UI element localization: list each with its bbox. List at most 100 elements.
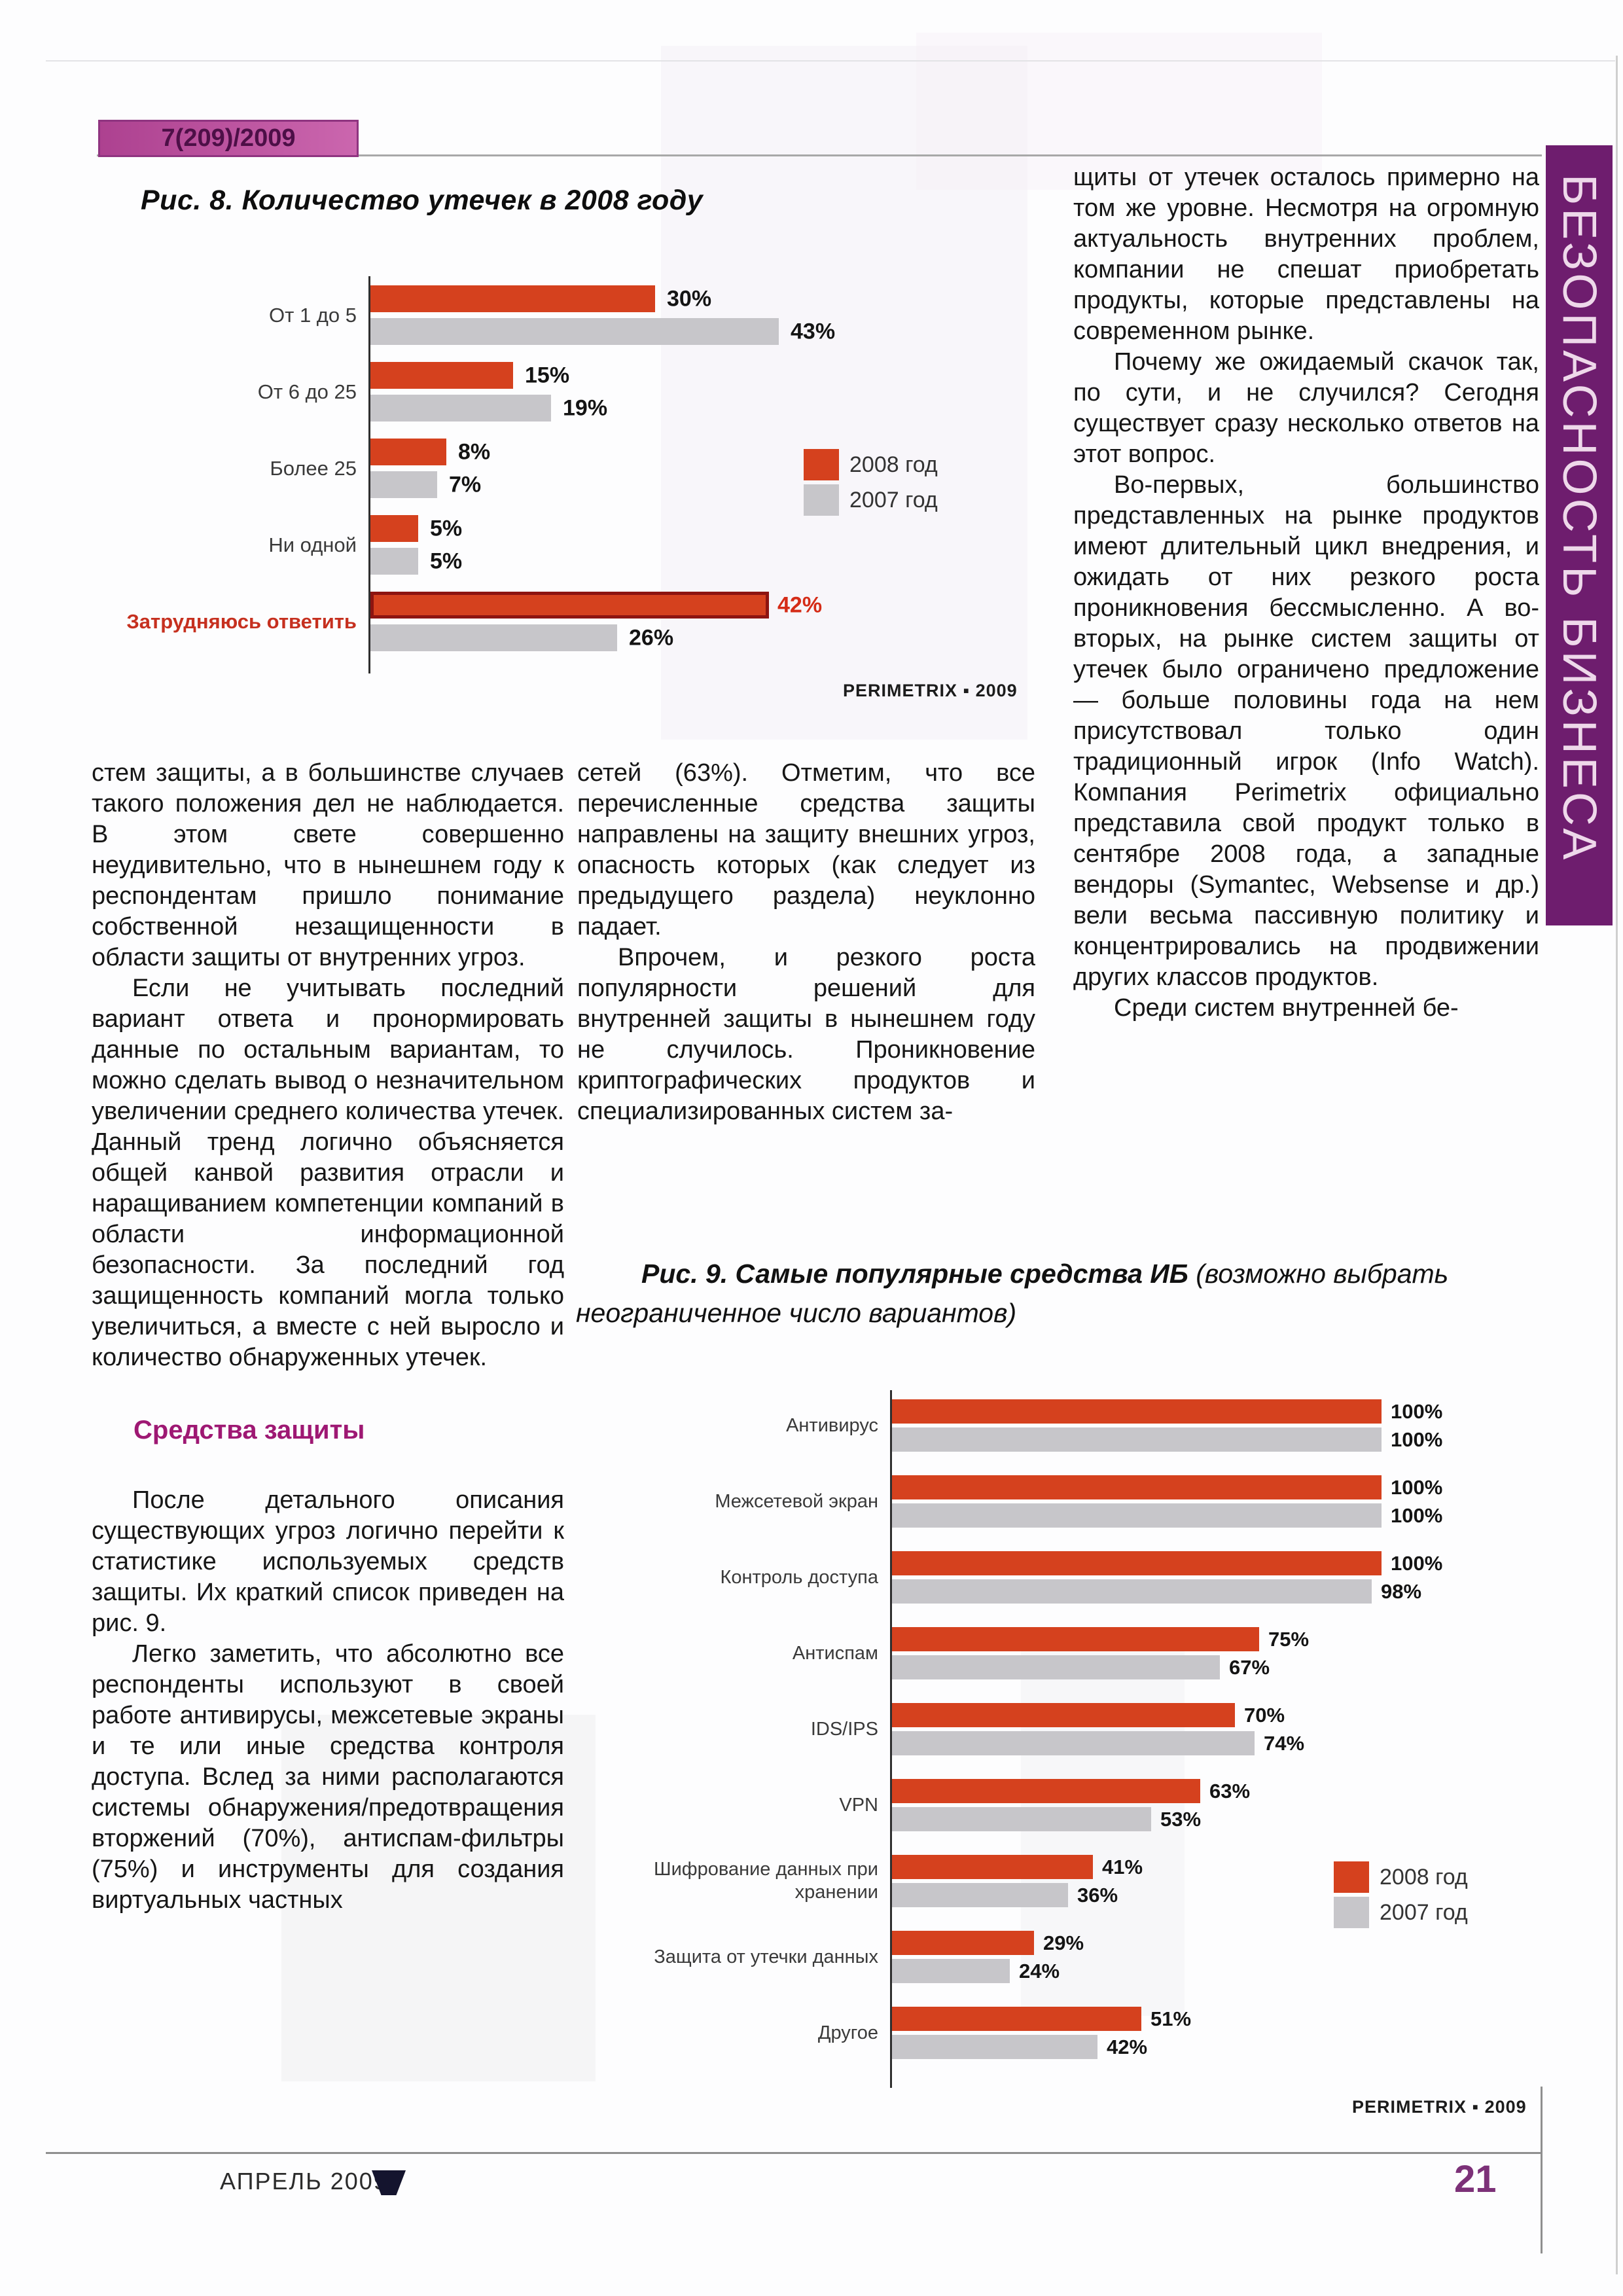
bar-2007 год: 36%: [892, 1883, 1118, 1907]
chart-row: VPN 63% 53%: [582, 1779, 1610, 1831]
legend-swatch-2007: [1334, 1897, 1369, 1928]
category-label: От 1 до 5: [269, 303, 357, 327]
legend-label-2008: 2008 год: [849, 452, 938, 477]
value-label: 100%: [1391, 1427, 1443, 1451]
fig9-source: PERIMETRIX ▪ 2009: [1352, 2097, 1527, 2117]
category-label: VPN: [839, 1794, 878, 1816]
chart-row: От 6 до 25 15% 19%: [92, 362, 1086, 422]
legend-label-2007: 2007 год: [849, 487, 938, 512]
bar-2007 год: 43%: [370, 318, 835, 345]
paragraph: стем защиты, а в большинстве случаев так…: [92, 759, 564, 971]
bar-2008 год: 5%: [370, 515, 462, 542]
column-middle: сетей (63%). Отметим, что все перечислен…: [577, 758, 1035, 1127]
bar-2007 год: 100%: [892, 1427, 1442, 1452]
bar-2008 год: 100%: [892, 1551, 1442, 1575]
fig9-title-main: Рис. 9. Самые популярные средства ИБ: [641, 1259, 1188, 1289]
fig8-legend: 2008 год 2007 год: [804, 449, 938, 520]
bar-group: 75% 67%: [892, 1627, 1309, 1679]
bar-group: 15% 19%: [370, 362, 607, 422]
bar-2008 год: 8%: [370, 439, 490, 465]
value-label: 30%: [667, 286, 712, 311]
bar-2008 год: 100%: [892, 1475, 1442, 1499]
bar-group: 29% 24%: [892, 1931, 1084, 1983]
value-label: 98%: [1381, 1579, 1422, 1603]
chart-row: Антиспам 75% 67%: [582, 1627, 1610, 1679]
value-label: 100%: [1391, 1503, 1443, 1527]
value-label: 53%: [1160, 1807, 1202, 1831]
value-label: 41%: [1102, 1855, 1143, 1878]
legend-swatch-2007: [804, 484, 839, 516]
bar-2008 год: 30%: [370, 285, 711, 312]
value-label: 100%: [1391, 1551, 1443, 1575]
footer-issue-date: АПРЕЛЬ 2009: [220, 2168, 388, 2195]
value-label: 42%: [777, 592, 823, 617]
bar-2007 год: 24%: [892, 1959, 1060, 1983]
bar-2007 год: 42%: [892, 2035, 1147, 2059]
bar-group: 30% 43%: [370, 285, 835, 345]
category-label: Антивирус: [786, 1414, 878, 1436]
bar-group: 100% 100%: [892, 1475, 1442, 1528]
legend-row-2007: 2007 год: [804, 484, 938, 516]
value-label: 63%: [1209, 1779, 1251, 1803]
bar-group: 41% 36%: [892, 1855, 1143, 1907]
bar-group: 100% 100%: [892, 1399, 1442, 1452]
chart-row: Шифрование данных при хранении 41% 36%: [582, 1855, 1610, 1907]
chart-row: Антивирус 100% 100%: [582, 1399, 1610, 1452]
fig9-legend: 2008 год 2007 год: [1334, 1861, 1468, 1932]
header-rule: [97, 154, 1542, 156]
section-heading: Средства защиты: [134, 1416, 365, 1444]
value-label: 19%: [563, 395, 608, 420]
value-label: 100%: [1391, 1475, 1443, 1499]
legend-row-2008: 2008 год: [804, 449, 938, 480]
bar-2007 год: 74%: [892, 1731, 1304, 1755]
chart-row: Защита от утечки данных 29% 24%: [582, 1931, 1610, 1983]
category-label: Затрудняюсь ответить: [126, 609, 357, 633]
value-label: 74%: [1264, 1731, 1305, 1755]
fig9-chart: Антивирус 100% 100% Межсетевой экран 100% 100…: [582, 1390, 1610, 2088]
paragraph: сетей (63%). Отметим, что все перечислен…: [577, 759, 1035, 941]
legend-row-2008: 2008 год: [1334, 1861, 1468, 1893]
chart-row: Межсетевой экран 100% 100%: [582, 1475, 1610, 1528]
bar-group: 63% 53%: [892, 1779, 1250, 1831]
fig8-chart: От 1 до 5 30% 43% От 6 до 25 15% 19% Более 25 8…: [92, 276, 1086, 673]
value-label: 7%: [449, 472, 482, 497]
bar-2007 год: 5%: [370, 548, 462, 575]
value-label: 26%: [629, 625, 674, 650]
chart-row: Ни одной 5% 5%: [92, 515, 1086, 575]
top-edge-rule: [46, 60, 1615, 62]
category-label: Межсетевой экран: [715, 1490, 878, 1512]
chart-row: Более 25 8% 7%: [92, 439, 1086, 498]
category-label: Антиспам: [792, 1642, 878, 1664]
bar-group: 5% 5%: [370, 515, 462, 575]
chart-row: Контроль доступа 100% 98%: [582, 1551, 1610, 1604]
issue-number: 7(209)/2009: [161, 124, 296, 152]
fig9-title-note: (возможно выбрать неограниченное число в…: [576, 1259, 1449, 1328]
column-right: щиты от утечек осталось примерно на том …: [1073, 162, 1539, 1024]
section-banner: БЕЗОПАСНОСТЬ БИЗНЕСА: [1546, 145, 1613, 925]
bar-2007 год: 7%: [370, 471, 481, 498]
legend-swatch-2008: [1334, 1861, 1369, 1893]
legend-swatch-2008: [804, 449, 839, 480]
legend-row-2007: 2007 год: [1334, 1897, 1468, 1928]
bar-2007 год: 26%: [370, 624, 673, 651]
category-label: Другое: [817, 2022, 878, 2043]
value-label: 5%: [430, 516, 463, 541]
value-label: 8%: [458, 439, 491, 464]
paragraph: После детального описания существующих у…: [92, 1486, 564, 1637]
paragraph: Впрочем, и резкого роста популярности ре…: [577, 944, 1035, 1125]
bar-2008 год: 75%: [892, 1627, 1309, 1651]
bar-2007 год: 100%: [892, 1503, 1442, 1528]
category-label: Ни одной: [268, 533, 357, 556]
bar-group: 100% 98%: [892, 1551, 1442, 1604]
fig8-title: Рис. 8. Количество утечек в 2008 году: [141, 185, 704, 216]
paragraph: Среди систем внутренней бе-: [1114, 994, 1459, 1022]
category-label: От 6 до 25: [257, 380, 357, 403]
page-number: 21: [1454, 2158, 1497, 2200]
value-label: 51%: [1150, 2007, 1192, 2030]
value-label: 42%: [1107, 2035, 1148, 2058]
value-label: 29%: [1043, 1931, 1084, 1954]
fig9-axis: [890, 1390, 892, 2088]
chart-row: IDS/IPS 70% 74%: [582, 1703, 1610, 1755]
bar-2007 год: 67%: [892, 1655, 1270, 1679]
